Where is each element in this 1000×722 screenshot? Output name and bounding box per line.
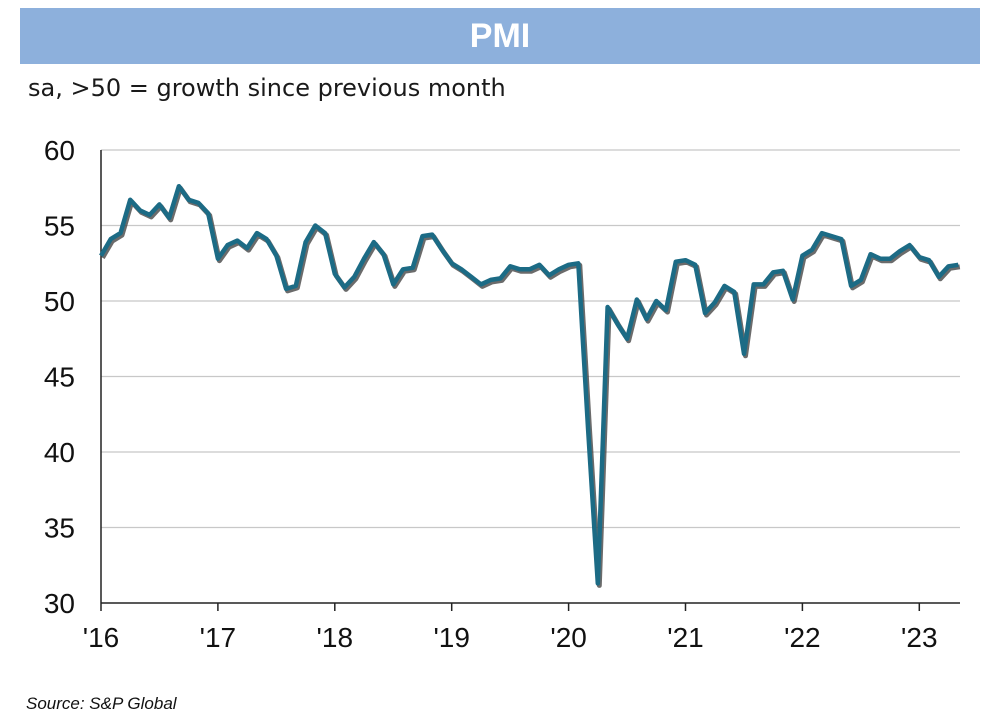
y-tick-label: 55 bbox=[44, 211, 75, 242]
x-tick-label: '17 bbox=[200, 622, 237, 653]
x-tick-label: '19 bbox=[433, 622, 470, 653]
series-line bbox=[99, 183, 959, 586]
x-tick-label: '23 bbox=[901, 622, 938, 653]
gridlines bbox=[101, 149, 960, 529]
series-layer bbox=[99, 183, 961, 588]
x-tick-label: '18 bbox=[317, 622, 354, 653]
x-tick-label: '20 bbox=[550, 622, 587, 653]
y-tick-label: 45 bbox=[44, 362, 75, 393]
pmi-line-chart: 30 35 40 45 50 55 60 '16 '17 '18 '19 '20 '21 '22 '23 bbox=[44, 135, 961, 653]
y-tick-label: 50 bbox=[44, 286, 75, 317]
chart-title: PMI bbox=[469, 16, 531, 55]
series-line-shadow bbox=[100, 185, 961, 588]
x-tick-label: '16 bbox=[83, 622, 120, 653]
title-banner: PMI bbox=[20, 8, 980, 64]
axes bbox=[100, 150, 960, 611]
x-tick-label: '21 bbox=[667, 622, 704, 653]
y-tick-label: 40 bbox=[44, 437, 75, 468]
source-note: Source: S&P Global bbox=[26, 694, 177, 713]
y-tick-label: 30 bbox=[44, 588, 75, 619]
tick-labels: 30 35 40 45 50 55 60 '16 '17 '18 '19 '20 '21 '22 '23 bbox=[44, 135, 938, 653]
chart-subtitle: sa, >50 = growth since previous month bbox=[28, 74, 506, 102]
x-tick-label: '22 bbox=[784, 622, 821, 653]
y-tick-label: 60 bbox=[44, 135, 75, 166]
y-tick-label: 35 bbox=[44, 513, 75, 544]
